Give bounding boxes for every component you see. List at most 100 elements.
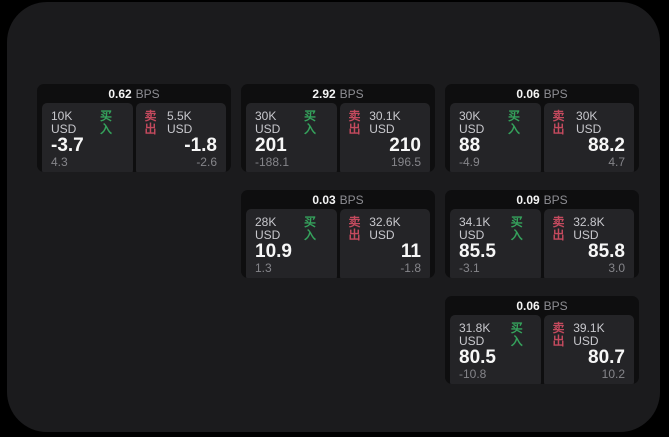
sell-delta: -2.6 (196, 155, 217, 169)
buy-label: 买入 (303, 215, 316, 242)
buy-delta: -10.8 (459, 367, 487, 381)
bps-unit-label: BPS (339, 86, 364, 101)
buy-price: -3.7 (51, 135, 84, 156)
buy-label: 买入 (99, 109, 112, 136)
sell-label: 卖出 (552, 215, 565, 242)
sell-amount: 39.1K USD (573, 321, 605, 348)
buy-panel[interactable]: 10K USD 买入 -3.7 4.3 (42, 103, 133, 172)
sell-panel[interactable]: 卖出 30.1K USD 210 196.5 (339, 103, 430, 172)
sell-panel[interactable]: 卖出 32.8K USD 85.8 3.0 (543, 209, 634, 278)
buy-delta: 1.3 (255, 261, 272, 275)
sell-amount: 30K USD (576, 109, 602, 136)
sell-price: -1.8 (184, 135, 217, 156)
quote-panels: 10K USD 买入 -3.7 4.3 卖出 5.5K USD -1.8 -2.… (37, 103, 231, 172)
sell-header-row: 卖出 39.1K USD (553, 322, 626, 348)
buy-header-row: 31.8K USD 买入 (459, 322, 532, 348)
buy-price: 85.5 (459, 241, 496, 262)
sell-price: 11 (400, 241, 421, 262)
bps-value: 0.09 (516, 192, 540, 207)
sell-panel[interactable]: 卖出 5.5K USD -1.8 -2.6 (135, 103, 226, 172)
quote-panels: 30K USD 买入 201 -188.1 卖出 30.1K USD 210 1… (241, 103, 435, 172)
bps-value: 2.92 (312, 86, 336, 101)
quote-panels: 28K USD 买入 10.9 1.3 卖出 32.6K USD 11 -1.8 (241, 209, 435, 278)
sell-label: 卖出 (348, 215, 361, 242)
quote-card: 2.92 BPS 30K USD 买入 201 -188.1 卖出 30.1K … (241, 84, 435, 172)
quote-card: 0.06 BPS 31.8K USD 买入 80.5 -10.8 卖出 39.1… (445, 296, 639, 384)
bps-unit-label: BPS (543, 192, 568, 207)
buy-panel[interactable]: 31.8K USD 买入 80.5 -10.8 (450, 315, 541, 384)
buy-panel[interactable]: 30K USD 买入 201 -188.1 (246, 103, 337, 172)
sell-header-row: 卖出 32.8K USD (553, 216, 626, 242)
buy-amount: 30K USD (255, 109, 281, 136)
sell-header-row: 卖出 30.1K USD (349, 110, 422, 136)
sell-price: 210 (389, 135, 421, 156)
buy-amount: 34.1K USD (459, 215, 491, 242)
buy-label: 买入 (507, 109, 520, 136)
buy-delta: -188.1 (255, 155, 290, 169)
buy-header-row: 30K USD 买入 (255, 110, 328, 136)
bps-unit-label: BPS (543, 298, 568, 313)
bps-header: 0.06 BPS (445, 84, 639, 103)
sell-panel[interactable]: 卖出 30K USD 88.2 4.7 (543, 103, 634, 172)
bps-value: 0.06 (516, 298, 540, 313)
quote-cards-grid: 0.62 BPS 10K USD 买入 -3.7 4.3 卖出 5.5K USD… (37, 84, 639, 384)
quote-card: 0.03 BPS 28K USD 买入 10.9 1.3 卖出 32.6K US… (241, 190, 435, 278)
bps-unit-label: BPS (135, 86, 160, 101)
buy-panel[interactable]: 34.1K USD 买入 85.5 -3.1 (450, 209, 541, 278)
sell-price: 85.8 (588, 241, 625, 262)
quote-panels: 34.1K USD 买入 85.5 -3.1 卖出 32.8K USD 85.8… (445, 209, 639, 278)
buy-header-row: 28K USD 买入 (255, 216, 328, 242)
sell-price: 88.2 (588, 135, 625, 156)
sell-delta: -1.8 (400, 261, 421, 275)
sell-panel[interactable]: 卖出 39.1K USD 80.7 10.2 (543, 315, 634, 384)
bps-header: 0.06 BPS (445, 296, 639, 315)
buy-price: 201 (255, 135, 287, 156)
bps-value: 0.06 (516, 86, 540, 101)
buy-price: 88 (459, 135, 481, 156)
sell-price: 80.7 (588, 347, 625, 368)
sell-label: 卖出 (552, 321, 565, 348)
buy-panel[interactable]: 28K USD 买入 10.9 1.3 (246, 209, 337, 278)
quote-card: 0.06 BPS 30K USD 买入 88 -4.9 卖出 30K USD 8… (445, 84, 639, 172)
sell-amount: 5.5K USD (167, 109, 193, 136)
sell-delta: 10.2 (601, 367, 625, 381)
quote-card: 0.09 BPS 34.1K USD 买入 85.5 -3.1 卖出 32.8K… (445, 190, 639, 278)
quote-card: 0.62 BPS 10K USD 买入 -3.7 4.3 卖出 5.5K USD… (37, 84, 231, 172)
sell-header-row: 卖出 30K USD (553, 110, 626, 136)
bps-header: 0.09 BPS (445, 190, 639, 209)
bps-header: 2.92 BPS (241, 84, 435, 103)
sell-amount: 30.1K USD (369, 109, 401, 136)
buy-label: 买入 (510, 215, 523, 242)
buy-label: 买入 (510, 321, 523, 348)
quote-panels: 31.8K USD 买入 80.5 -10.8 卖出 39.1K USD 80.… (445, 315, 639, 384)
buy-panel[interactable]: 30K USD 买入 88 -4.9 (450, 103, 541, 172)
buy-label: 买入 (303, 109, 316, 136)
sell-label: 卖出 (552, 109, 565, 136)
buy-header-row: 30K USD 买入 (459, 110, 532, 136)
buy-amount: 31.8K USD (459, 321, 491, 348)
buy-delta: -3.1 (459, 261, 480, 275)
buy-amount: 30K USD (459, 109, 485, 136)
sell-delta: 4.7 (608, 155, 625, 169)
sell-panel[interactable]: 卖出 32.6K USD 11 -1.8 (339, 209, 430, 278)
sell-label: 卖出 (348, 109, 361, 136)
buy-amount: 28K USD (255, 215, 281, 242)
sell-header-row: 卖出 32.6K USD (349, 216, 422, 242)
buy-amount: 10K USD (51, 109, 77, 136)
sell-amount: 32.6K USD (369, 215, 401, 242)
sell-amount: 32.8K USD (573, 215, 605, 242)
buy-delta: -4.9 (459, 155, 480, 169)
buy-price: 80.5 (459, 347, 496, 368)
bps-unit-label: BPS (339, 192, 364, 207)
bps-unit-label: BPS (543, 86, 568, 101)
buy-delta: 4.3 (51, 155, 68, 169)
sell-delta: 3.0 (608, 261, 625, 275)
bps-header: 0.62 BPS (37, 84, 231, 103)
bps-value: 0.62 (108, 86, 132, 101)
sell-header-row: 卖出 5.5K USD (145, 110, 218, 136)
buy-header-row: 34.1K USD 买入 (459, 216, 532, 242)
bps-header: 0.03 BPS (241, 190, 435, 209)
sell-delta: 196.5 (390, 155, 421, 169)
buy-price: 10.9 (255, 241, 292, 262)
bps-value: 0.03 (312, 192, 336, 207)
